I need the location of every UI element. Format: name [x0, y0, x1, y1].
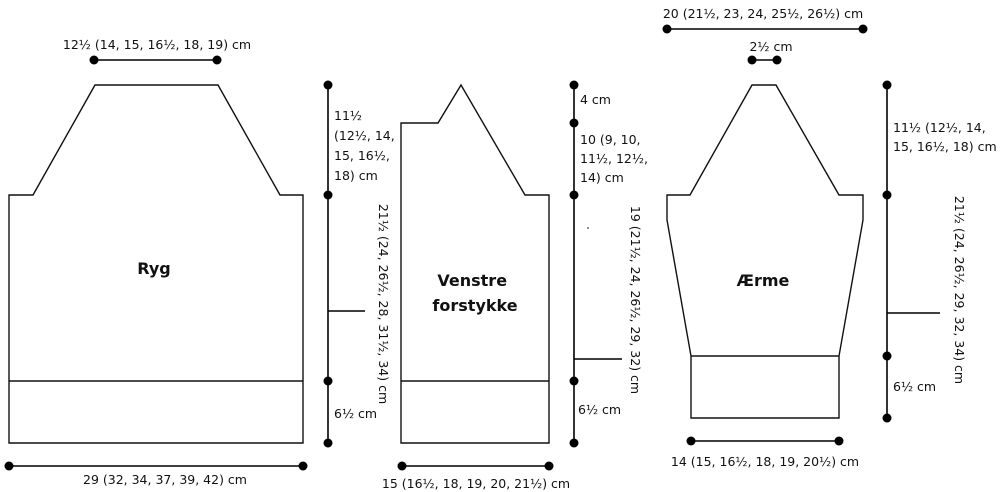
left-front-dot-top	[569, 80, 579, 90]
back-dot-bottom	[323, 438, 333, 448]
left-front-outline	[400, 83, 550, 444]
back-ribbing-label: 6½ cm	[334, 406, 377, 421]
left-front-title: Venstre forstykke	[432, 271, 517, 315]
sleeve-bottom-dot-right	[834, 436, 844, 446]
left-front-bottom-dot-left	[397, 461, 407, 471]
back-piece: Ryg 12½ (14, 15, 16½, 18, 19) cm 11½ (12…	[4, 37, 399, 487]
left-front-dot-rib	[569, 376, 579, 386]
back-dot-top	[323, 80, 333, 90]
sleeve-top-width-label: 20 (21½, 23, 24, 25½, 26½) cm	[663, 6, 863, 21]
sleeve-bottom-dot-left	[686, 436, 696, 446]
back-shoulder-width-label: 12½ (14, 15, 16½, 18, 19) cm	[63, 37, 251, 52]
sleeve-saddle-dot-right	[772, 55, 782, 65]
left-front-ribbing-label: 6½ cm	[578, 402, 621, 417]
back-dot-rib	[323, 376, 333, 386]
sleeve-top-dot-left	[662, 24, 672, 34]
sleeve-top-dot-right	[858, 24, 868, 34]
sleeve-saddle-dot-left	[747, 55, 757, 65]
back-armhole-line-4: 18) cm	[334, 168, 378, 183]
back-outline	[8, 84, 304, 444]
sleeve-total-length-label: 21½ (24, 26½, 29, 32, 34) cm	[952, 196, 967, 384]
sleeve-dot-cuff	[882, 351, 892, 361]
left-front-neck-depth-label: 4 cm	[580, 92, 611, 107]
sleeve-piece: Ærme 20 (21½, 23, 24, 25½, 26½) cm 2½ cm…	[662, 6, 997, 469]
back-bottom-width-label: 29 (32, 34, 37, 39, 42) cm	[83, 472, 247, 487]
left-front-armhole-depth-label: 10 (9, 10, 11½, 12½, 14) cm	[580, 132, 652, 185]
back-total-length-label: 21½ (24, 26½, 28, 31½, 34) cm	[376, 204, 391, 404]
sleeve-outline	[666, 84, 864, 419]
left-front-dot-bottom	[569, 438, 579, 448]
sleeve-raglan-line-1: 11½ (12½, 14,	[893, 120, 986, 135]
back-bottom-dot-left	[4, 461, 14, 471]
left-front-armhole-line-2: 11½, 12½,	[580, 151, 648, 166]
sleeve-title: Ærme	[737, 271, 790, 290]
left-front-title-line-1: Venstre	[437, 271, 507, 290]
back-title: Ryg	[137, 259, 170, 278]
back-bottom-dot-right	[298, 461, 308, 471]
sleeve-cuff-label: 6½ cm	[893, 379, 936, 394]
sleeve-dot-top	[882, 80, 892, 90]
left-front-bottom-width-label: 15 (16½, 18, 19, 20, 21½) cm	[382, 476, 570, 491]
back-shoulder-dim-dot-right	[212, 55, 222, 65]
stray-mark	[587, 227, 589, 229]
left-front-piece: Venstre forstykke 4 cm 10 (9, 10, 11½, 1…	[382, 80, 652, 491]
sleeve-raglan-depth-label: 11½ (12½, 14, 15, 16½, 18) cm	[893, 120, 997, 154]
back-armhole-line-1: 11½	[334, 108, 362, 123]
sleeve-dot-raglan	[882, 190, 892, 200]
back-armhole-line-2: (12½, 14,	[334, 128, 395, 143]
back-shoulder-dim-dot-left	[89, 55, 99, 65]
left-front-armhole-line-1: 10 (9, 10,	[580, 132, 641, 147]
back-armhole-line-3: 15, 16½,	[334, 148, 390, 163]
left-front-bottom-dot-right	[544, 461, 554, 471]
sleeve-bottom-width-label: 14 (15, 16½, 18, 19, 20½) cm	[671, 454, 859, 469]
left-front-dot-neck	[569, 118, 579, 128]
back-armhole-depth-label: 11½ (12½, 14, 15, 16½, 18) cm	[334, 108, 399, 183]
sleeve-dot-bottom	[882, 413, 892, 423]
left-front-title-line-2: forstykke	[432, 296, 517, 315]
left-front-dot-armhole	[569, 190, 579, 200]
sleeve-saddle-width-label: 2½ cm	[749, 39, 792, 54]
left-front-armhole-line-3: 14) cm	[580, 170, 624, 185]
left-front-total-length-label: 19 (21½, 24, 26½, 29, 32) cm	[628, 206, 643, 394]
sleeve-raglan-line-2: 15, 16½, 18) cm	[893, 139, 997, 154]
back-dot-armhole	[323, 190, 333, 200]
